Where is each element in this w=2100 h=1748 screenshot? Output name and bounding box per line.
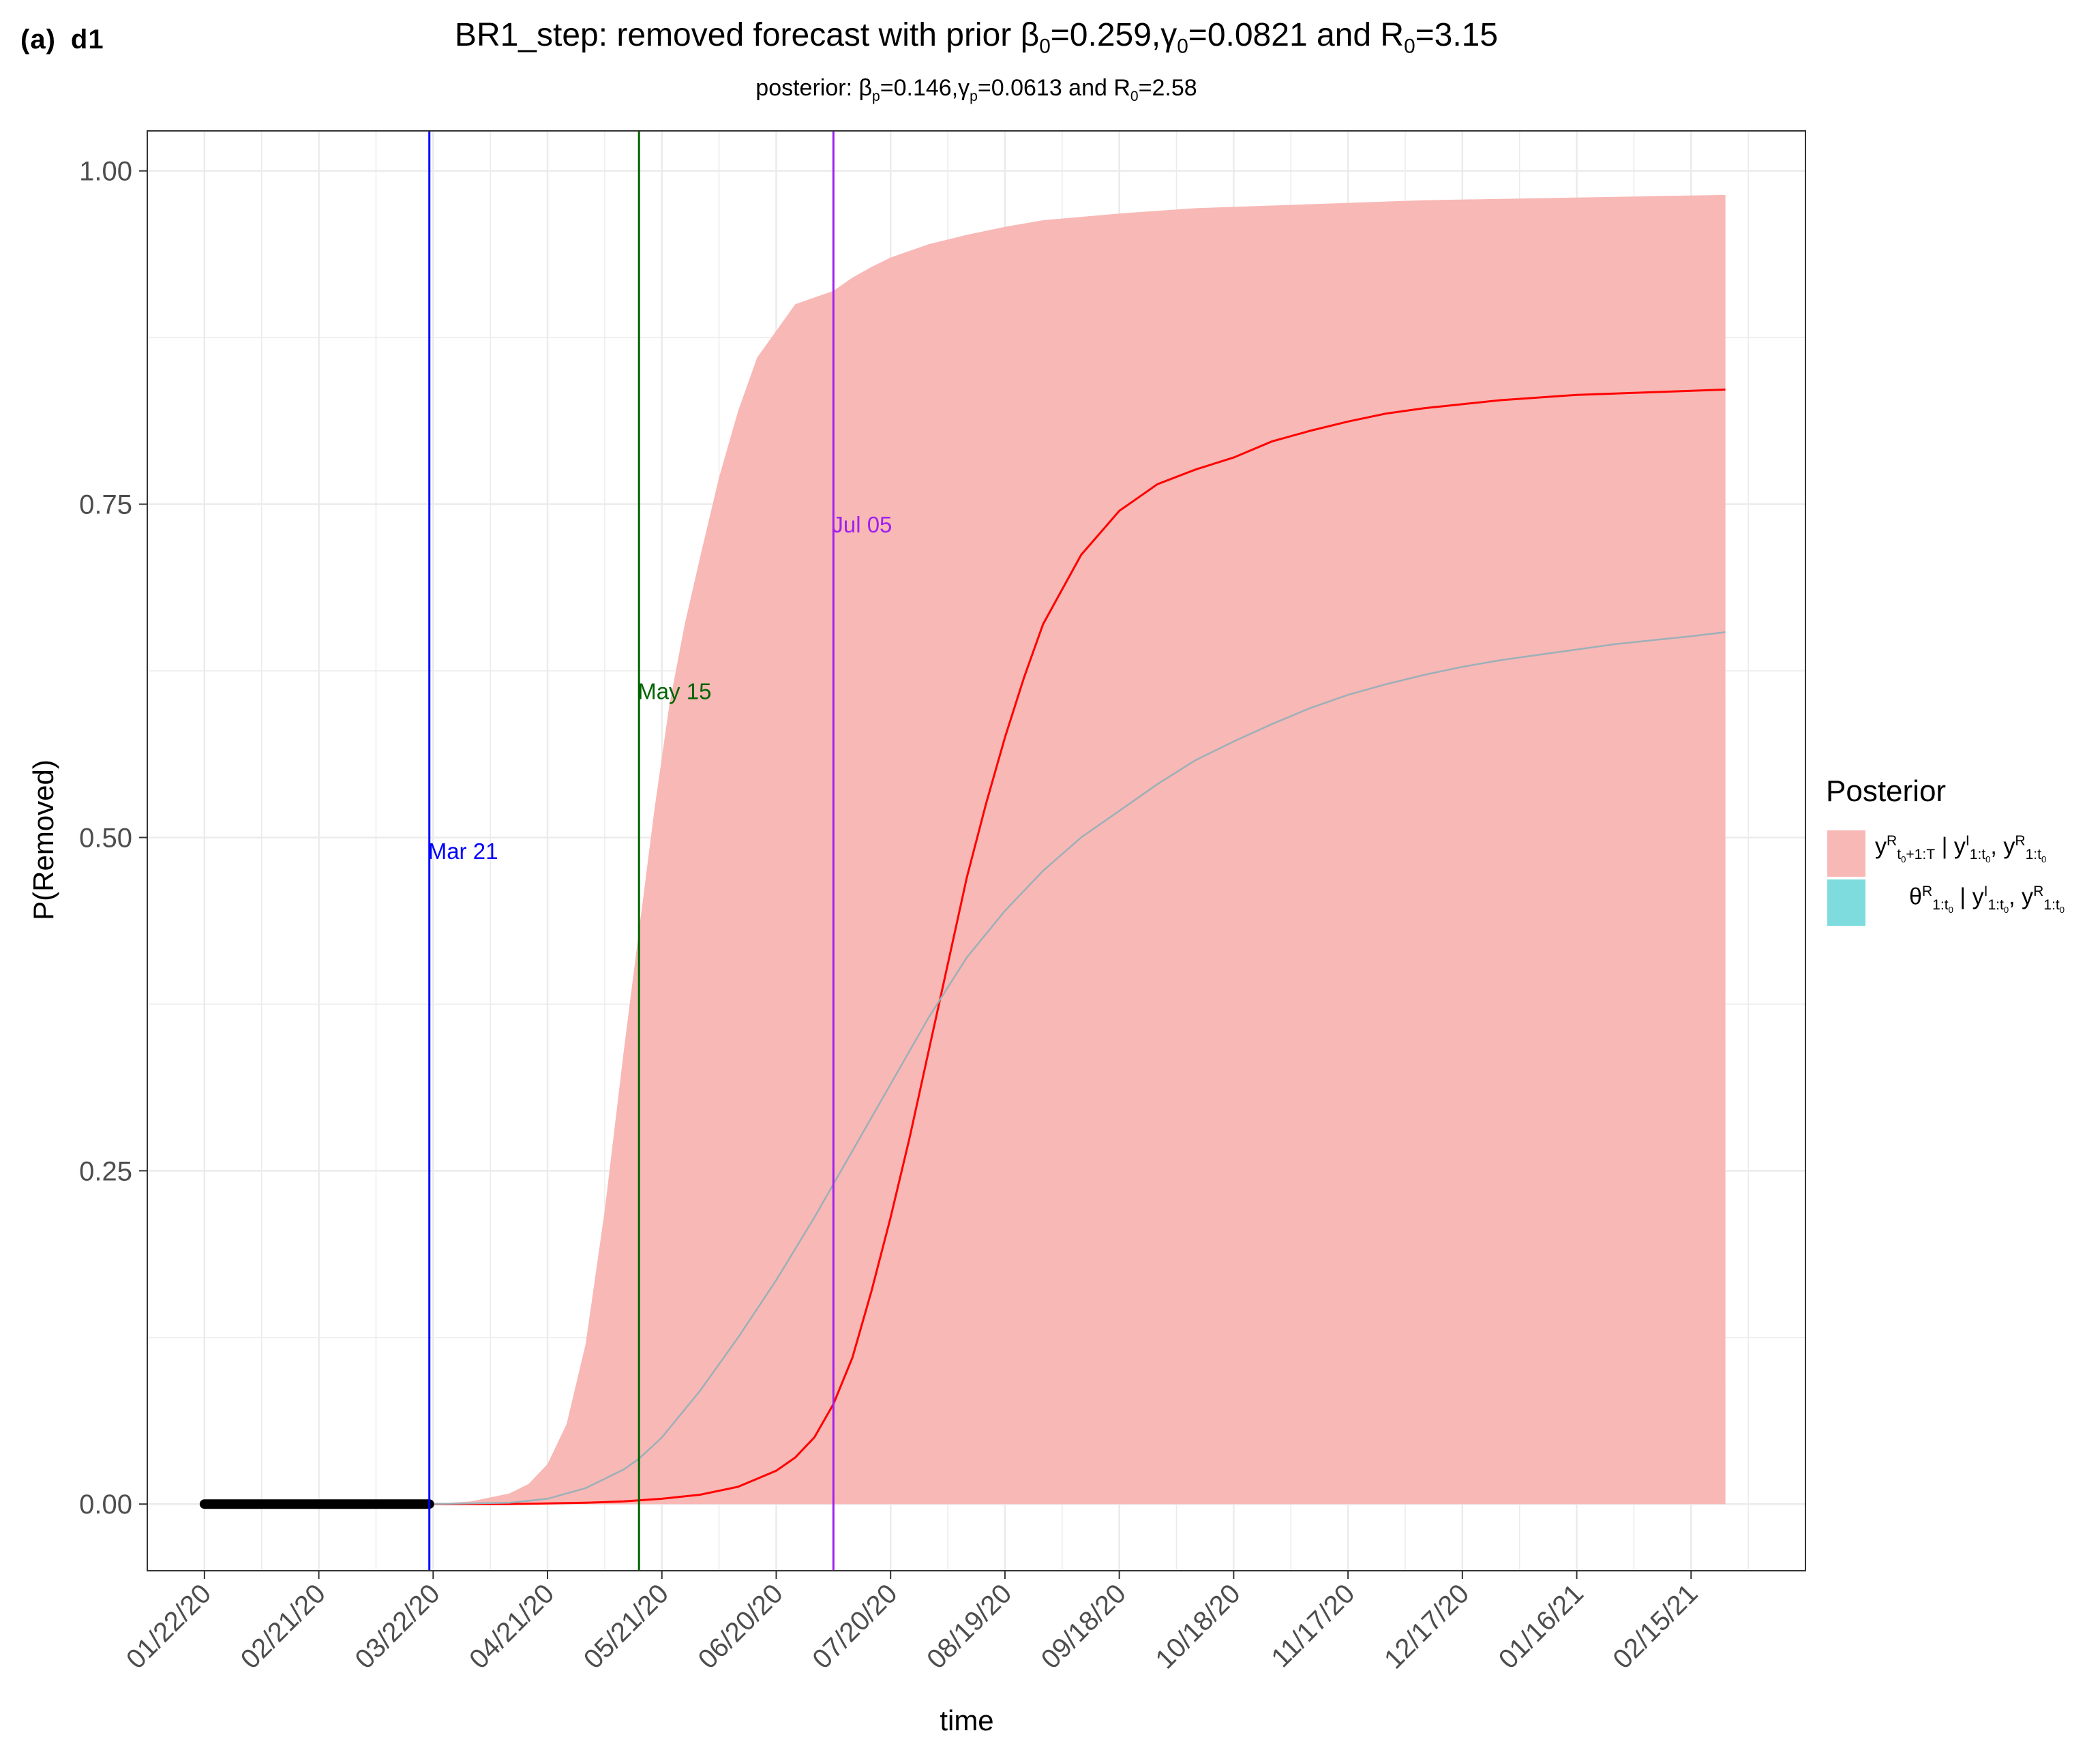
x-tick-label: 02/15/21 [1607,1578,1703,1674]
chart-subtitle: posterior: βp=0.146,γp=0.0613 and R0=2.5… [755,75,1197,104]
legend-label-band: yRt0+1:T | yI1:t0, yR1:t0 [1875,833,2047,865]
vertical-line-label: Mar 21 [428,839,498,864]
panel-border [147,130,1806,1571]
x-tick-label: 06/20/20 [693,1578,789,1674]
prior-series-line [429,631,1726,1505]
x-tick-label: 07/20/20 [807,1578,903,1674]
x-tick-label: 04/21/20 [464,1578,560,1674]
y-tick-label: 0.50 [79,823,132,853]
panel-label: (a) d1 [20,25,119,55]
legend-key-band [1827,830,1865,877]
forecast-band-area [429,194,1726,1505]
vertical-lines-layer: Mar 21 May 15 Jul 05 [428,131,892,1571]
series-lines-layer [199,388,1726,1509]
forecast-band-layer [429,194,1726,1505]
vertical-line-label: Jul 05 [832,512,892,537]
y-tick-label: 0.25 [79,1156,132,1186]
median-series-line [429,388,1726,1505]
legend-key-theta [1827,879,1865,926]
x-tick-label: 03/22/20 [349,1578,445,1674]
x-axis-label: time [940,1704,994,1736]
panel-name: d1 [70,25,104,55]
chart-title: BR1_step: removed forecast with prior β0… [454,17,1499,58]
panel-letter: (a) [20,25,56,55]
x-tick-label: 12/17/20 [1379,1578,1475,1674]
y-tick-label: 1.00 [79,157,132,187]
y-tick-label: 0.00 [79,1490,132,1520]
legend-label-theta: θR1:t0 | yI1:t0, yR1:t0 [1909,884,2065,916]
y-tick-label: 0.75 [79,490,132,520]
x-tick-label: 05/21/20 [578,1578,674,1674]
legend-title: Posterior [1826,774,1947,808]
x-tick-label: 01/22/20 [121,1578,217,1674]
x-tick-label: 09/18/20 [1036,1578,1132,1674]
vertical-line-label: May 15 [638,678,711,704]
x-tick-label: 11/17/20 [1265,1578,1360,1673]
x-tick-label: 01/16/21 [1493,1578,1589,1674]
x-tick-label: 02/21/20 [235,1578,331,1674]
x-tick-label: 08/19/20 [921,1578,1017,1674]
x-tick-label: 10/18/20 [1150,1578,1246,1674]
y-axis-label: P(Removed) [27,759,59,920]
